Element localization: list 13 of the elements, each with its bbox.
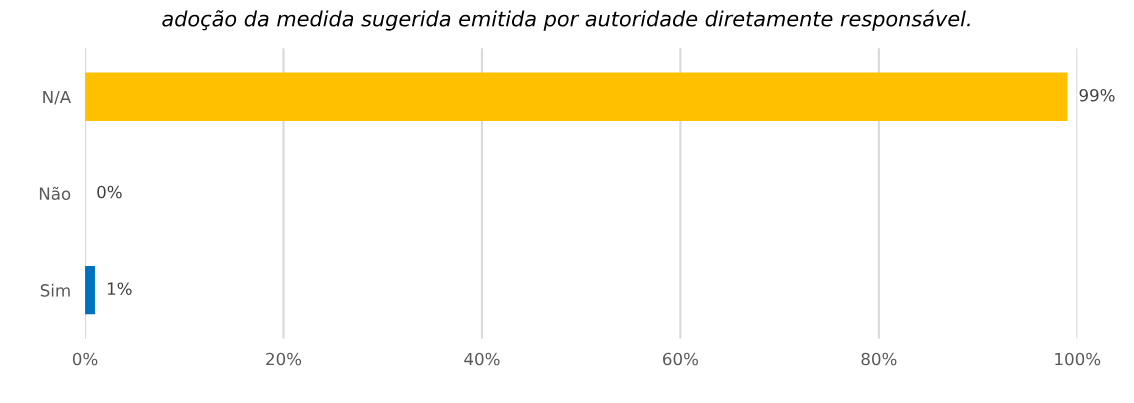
data-label: 1% bbox=[107, 282, 132, 295]
x-tick-label: 80% bbox=[861, 352, 897, 366]
y-tick-label: Não bbox=[39, 186, 71, 201]
x-tick-label: 100% bbox=[1055, 352, 1101, 366]
data-label: 99% bbox=[1079, 88, 1115, 102]
chart-title: adoção da medida sugerida emitida por autoridade diretamente responsável. bbox=[162, 9, 970, 31]
x-tick-label: 20% bbox=[266, 352, 302, 366]
x-tick-label: 40% bbox=[464, 352, 500, 366]
x-tick-label: 0% bbox=[72, 352, 98, 366]
y-tick-label: Sim bbox=[40, 283, 70, 297]
data-label: 0% bbox=[97, 185, 122, 199]
x-tick-label: 60% bbox=[663, 352, 698, 366]
y-tick-label: N/A bbox=[43, 90, 72, 105]
